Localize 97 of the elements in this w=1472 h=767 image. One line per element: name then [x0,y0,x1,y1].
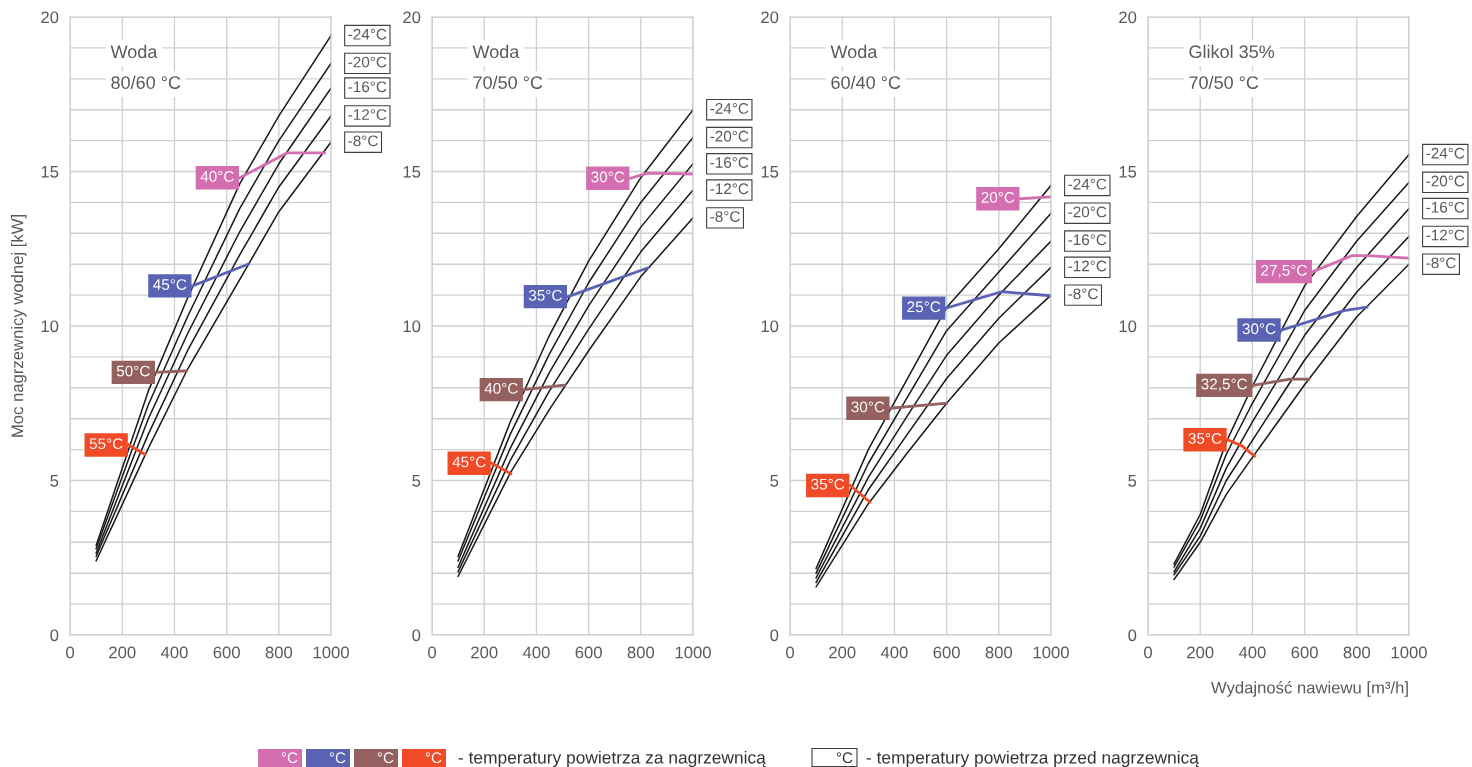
series-label: -20°C [348,56,387,68]
text: Glikol 35% [1189,44,1275,59]
x-tick-label: 0 [1144,646,1152,659]
y-tick-label: 15 [403,166,421,178]
series-label: 20°C [981,191,1015,203]
y-tick-label: 20 [403,11,421,24]
series-label: 25°C [907,301,941,313]
series-label: -8°C [348,135,378,147]
series-label: -20°C [710,130,749,142]
series-label: 35°C [1188,433,1222,444]
series-label: -12°C [348,109,387,120]
x-tick-label: 600 [575,646,602,659]
series-label: -16°C [348,81,387,93]
text: Woda [472,44,520,59]
x-tick-label: 0 [428,646,437,659]
series-label: 30°C [851,401,885,413]
x-tick-label: 1000 [1033,646,1069,659]
series-label: 30°C [591,171,625,183]
text: °C [425,752,442,764]
series-label: -24°C [348,28,387,40]
text: Woda [110,44,158,59]
text: 80/60 °C [111,75,181,89]
series-label: -16°C [710,157,749,168]
x-tick-label: 1000 [1391,646,1427,659]
x-tick-label: 200 [109,646,136,659]
y-tick-label: 15 [761,166,779,178]
series-label: 40°C [484,382,518,394]
y-tick-label: 0 [50,629,59,642]
text: °C [836,752,853,764]
series-label: -12°C [710,183,749,195]
x-tick-label: 800 [985,646,1013,659]
x-tick-label: 600 [1291,646,1318,659]
x-tick-label: 200 [1187,646,1214,659]
y-tick-label: 5 [50,475,59,487]
series-label: 40°C [200,170,234,182]
series-label: 45°C [153,279,187,290]
text: °C [377,752,394,764]
x-tick-label: 400 [160,646,188,659]
series-label: -20°C [1426,175,1465,187]
x-tick-label: 1000 [675,646,711,659]
series-label: 35°C [811,478,845,490]
series-label: -24°C [710,103,749,114]
series-label: 35°C [528,289,562,301]
y-tick-label: 20 [1119,11,1137,24]
x-tick-label: 600 [933,646,960,659]
y-tick-label: 10 [1119,320,1137,333]
series-label: -24°C [1426,147,1465,159]
y-tick-label: 0 [1128,629,1137,642]
x-tick-label: 200 [471,646,498,659]
x-tick-label: 1000 [313,646,349,659]
x-tick-label: 400 [880,646,908,659]
x-tick-label: 800 [265,646,293,659]
series-label: -12°C [1426,229,1465,241]
series-label: 45°C [452,456,486,468]
series-label: -16°C [1068,234,1107,246]
y-tick-label: 15 [41,166,59,178]
text: - temperatury powietrza za nagrzewnicą [458,750,766,767]
y-tick-label: 10 [41,320,59,333]
series-label: 32,5°C [1201,378,1248,392]
y-tick-label: 20 [761,11,779,24]
series-label: -20°C [1068,206,1107,218]
text: °C [281,752,298,764]
text: 70/50 °C [1189,75,1259,89]
y-tick-label: 5 [770,475,779,487]
series-label: 30°C [1242,323,1276,335]
series-label: 50°C [116,365,150,377]
y-tick-label: 10 [403,320,421,333]
series-label: -12°C [1068,260,1107,272]
text: Woda [830,44,878,59]
y-tick-label: 20 [41,11,59,24]
text: - temperatury powietrza przed nagrzewnicą [866,750,1199,767]
y-tick-label: 0 [770,629,779,642]
x-tick-label: 400 [522,646,550,659]
x-axis-title: Wydajność nawiewu [m³/h] [1211,681,1408,697]
x-tick-label: 0 [786,646,795,659]
x-tick-label: 0 [66,646,75,659]
series-label: -24°C [1068,178,1107,190]
series-label: 55°C [89,438,123,450]
series-label: -8°C [1068,288,1098,300]
x-tick-label: 400 [1238,646,1266,659]
y-tick-label: 0 [412,629,421,642]
series-label: -16°C [1426,201,1465,213]
text: 60/40 °C [831,75,901,89]
text: 70/50 °C [473,75,543,89]
series-label: 27,5°C [1261,264,1307,278]
text: °C [329,752,346,764]
y-tick-label: 5 [412,475,421,487]
x-tick-label: 800 [627,646,655,659]
y-tick-label: 5 [1128,475,1137,487]
y-tick-label: 15 [1119,166,1137,178]
series-label: -8°C [710,211,740,222]
series-label: -8°C [1426,257,1456,269]
x-tick-label: 200 [829,646,856,659]
y-axis-title: Moc nagrzewnicy wodnej [kW] [10,215,27,437]
x-tick-label: 800 [1343,646,1371,659]
x-tick-label: 600 [213,646,240,659]
y-tick-label: 10 [761,320,779,333]
